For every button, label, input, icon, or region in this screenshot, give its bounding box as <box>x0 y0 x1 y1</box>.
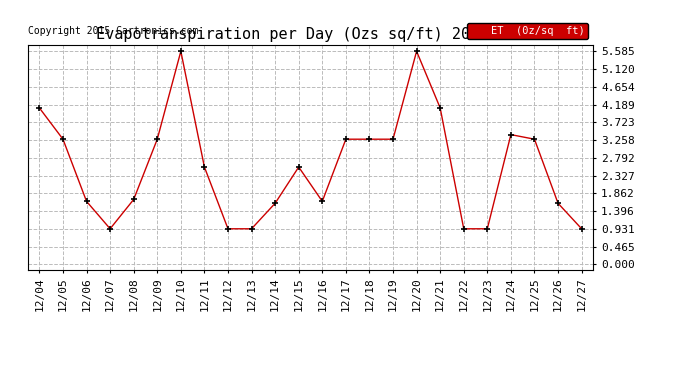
Title: Evapotranspiration per Day (Ozs sq/ft) 20151228: Evapotranspiration per Day (Ozs sq/ft) 2… <box>96 27 525 42</box>
Legend: ET  (0z/sq  ft): ET (0z/sq ft) <box>467 23 588 39</box>
Text: Copyright 2015 Cartronics.com: Copyright 2015 Cartronics.com <box>28 26 198 36</box>
